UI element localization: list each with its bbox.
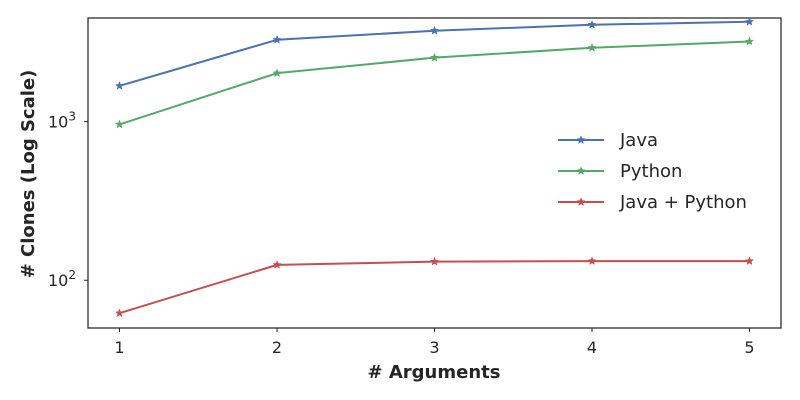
- x-tick-label: 2: [272, 338, 282, 357]
- y-axis-title: # Clones (Log Scale): [18, 70, 39, 279]
- series-layer: [114, 16, 755, 318]
- data-point-python: [429, 52, 440, 62]
- legend-item-java-python: Java + Python: [558, 192, 747, 213]
- data-point-python: [744, 36, 755, 46]
- x-axis-ticks: 1 2 3 4 5: [114, 328, 755, 357]
- data-point-python: [587, 42, 597, 52]
- y-tick-exponent: 2: [68, 268, 76, 282]
- data-point-java: [744, 16, 755, 26]
- series-python: [114, 36, 755, 129]
- x-tick-label: 5: [744, 338, 754, 357]
- legend-item-python: Python: [558, 161, 682, 182]
- y-tick-exponent: 3: [68, 110, 76, 124]
- data-point-java-python: [744, 256, 755, 266]
- series-java-python: [114, 256, 755, 318]
- legend-label-java-python: Java + Python: [619, 192, 747, 213]
- data-point-java: [114, 80, 125, 90]
- data-point-java-python: [429, 256, 440, 266]
- data-point-python: [272, 68, 282, 78]
- legend-marker-java: [576, 135, 586, 144]
- x-tick-label: 1: [114, 338, 124, 357]
- legend-label-java: Java: [619, 130, 658, 151]
- series-line-java-python: [119, 260, 750, 315]
- legend-label-python: Python: [620, 161, 682, 182]
- series-java: [114, 16, 755, 90]
- x-tick-label: 4: [587, 338, 597, 357]
- x-tick-label: 3: [429, 338, 439, 357]
- y-tick-base: 10: [48, 271, 68, 290]
- data-point-python: [114, 119, 125, 129]
- legend-marker-java-python: [576, 197, 586, 206]
- legend-marker-python: [576, 166, 586, 175]
- data-point-java: [587, 19, 597, 29]
- data-point-java: [272, 34, 282, 44]
- legend-item-java: Java: [558, 130, 658, 151]
- y-tick-label: 102: [48, 268, 76, 290]
- y-tick-label: 103: [48, 110, 76, 132]
- y-tick-base: 10: [48, 113, 68, 132]
- data-point-java: [429, 25, 440, 35]
- x-axis-title: # Arguments: [368, 362, 501, 383]
- data-point-java-python: [272, 259, 282, 269]
- data-point-java-python: [114, 308, 125, 318]
- data-point-java-python: [587, 256, 597, 266]
- legend: Java Python Java + Python: [558, 130, 747, 213]
